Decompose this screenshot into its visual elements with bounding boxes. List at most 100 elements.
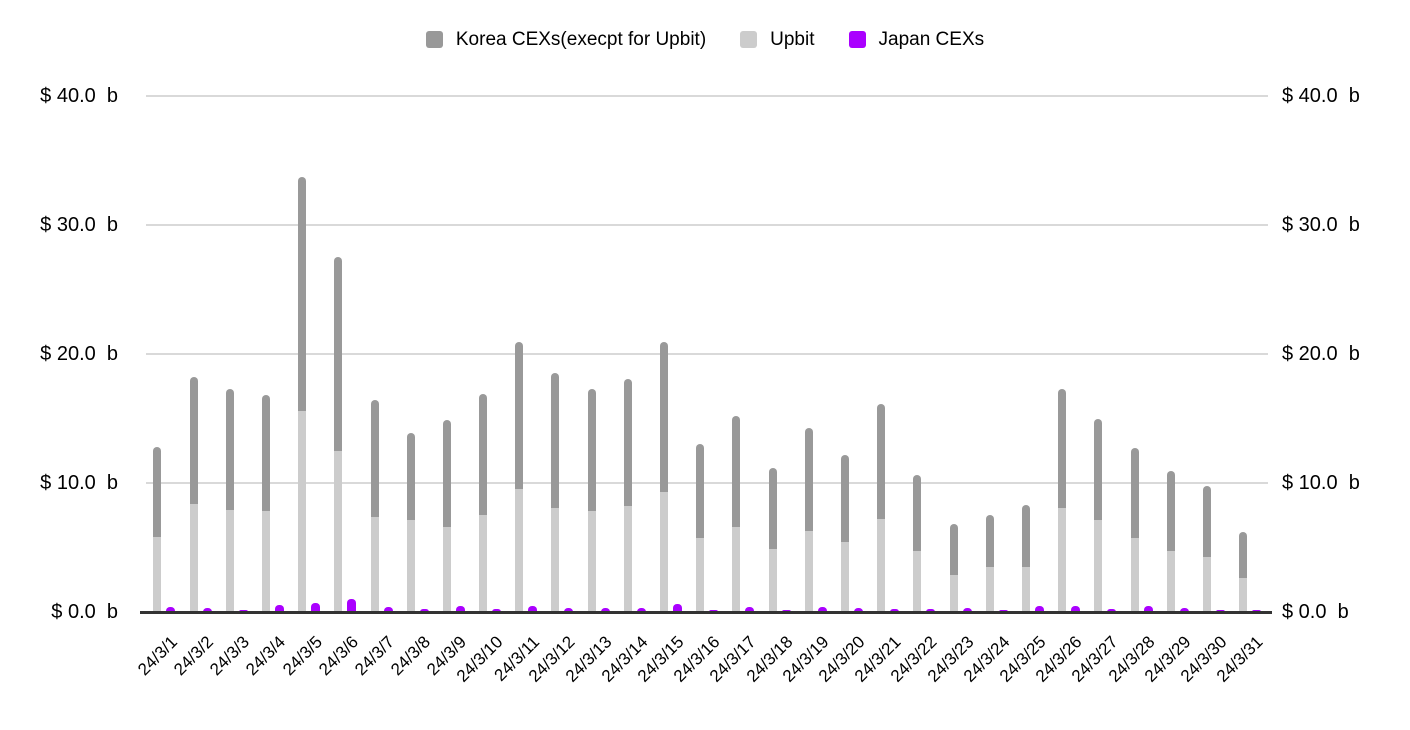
bar-japan-cexs-24/3/28: [1143, 606, 1153, 612]
bar-japan-cexs-24/3/6: [347, 599, 357, 612]
bar-japan-cexs-24/3/22: [926, 608, 936, 612]
bar-japan-cexs-24/3/7: [383, 606, 393, 612]
bar-japan-cexs-24/3/15: [673, 603, 683, 612]
bar-korea-cexs-24/3/19: [804, 427, 813, 531]
bar-korea-cexs-24/3/5: [298, 177, 307, 411]
y-axis-label-left-0: $ 0.0 b: [51, 601, 118, 623]
bar-korea-cexs-24/3/3: [225, 388, 234, 511]
x-axis-label-24/3/5: 24/3/5: [278, 632, 326, 680]
bar-japan-cexs-24/3/4: [274, 604, 284, 612]
bar-korea-cexs-24/3/2: [189, 377, 198, 504]
bar-korea-cexs-24/3/16: [696, 444, 705, 539]
bar-upbit-24/3/20: [841, 542, 850, 612]
legend-swatch-upbit-icon: [740, 31, 758, 48]
bar-upbit-24/3/7: [370, 516, 379, 612]
gridline-10: [146, 482, 1268, 484]
bar-japan-cexs-24/3/25: [1034, 606, 1044, 612]
bar-upbit-24/3/28: [1130, 538, 1139, 612]
bar-korea-cexs-24/3/28: [1130, 448, 1139, 539]
bar-korea-cexs-24/3/13: [587, 388, 596, 512]
bar-upbit-24/3/1: [153, 537, 162, 612]
bar-korea-cexs-24/3/26: [1058, 388, 1067, 508]
bar-upbit-24/3/17: [732, 526, 741, 612]
y-axis-label-right-10: $ 10.0 b: [1282, 472, 1360, 494]
bar-japan-cexs-24/3/23: [962, 608, 972, 612]
bar-upbit-24/3/4: [261, 511, 270, 612]
bar-korea-cexs-24/3/22: [913, 475, 922, 552]
bar-japan-cexs-24/3/29: [1179, 608, 1189, 612]
bar-korea-cexs-24/3/20: [841, 454, 850, 543]
bar-japan-cexs-24/3/13: [600, 608, 610, 612]
bar-japan-cexs-24/3/21: [890, 608, 900, 612]
bar-upbit-24/3/24: [985, 566, 994, 612]
legend-swatch-japan-icon: [848, 31, 866, 48]
bar-japan-cexs-24/3/12: [564, 608, 574, 612]
bar-japan-cexs-24/3/5: [311, 602, 321, 612]
x-axis-baseline: [140, 611, 1272, 614]
bar-korea-cexs-24/3/18: [768, 467, 777, 549]
gridline-20: [146, 353, 1268, 355]
bar-japan-cexs-24/3/10: [492, 608, 502, 612]
bar-upbit-24/3/9: [442, 526, 451, 612]
bar-japan-cexs-24/3/19: [817, 606, 827, 612]
bar-korea-cexs-24/3/6: [334, 257, 343, 451]
y-axis-label-right-30: $ 30.0 b: [1282, 214, 1360, 236]
bar-upbit-24/3/6: [334, 450, 343, 612]
bar-korea-cexs-24/3/4: [261, 395, 270, 512]
x-axis-label-24/3/7: 24/3/7: [351, 632, 398, 680]
bar-upbit-24/3/15: [660, 492, 669, 612]
x-axis-label-24/3/3: 24/3/3: [206, 632, 254, 680]
legend-swatch-korea-icon: [425, 31, 443, 48]
legend-label-upbit: Upbit: [770, 29, 815, 50]
x-axis-label-24/3/1: 24/3/1: [133, 632, 181, 680]
bar-korea-cexs-24/3/1: [153, 446, 162, 538]
x-axis-label-24/3/6: 24/3/6: [314, 632, 362, 680]
bar-japan-cexs-24/3/26: [1071, 606, 1081, 612]
bar-korea-cexs-24/3/29: [1166, 471, 1175, 552]
x-axis-label-24/3/2: 24/3/2: [170, 632, 218, 680]
bar-upbit-24/3/19: [804, 530, 813, 612]
bar-upbit-24/3/31: [1239, 578, 1248, 612]
gridline-30: [146, 224, 1268, 226]
y-axis-label-left-40: $ 40.0 b: [40, 85, 118, 107]
bar-japan-cexs-24/3/1: [166, 606, 176, 612]
legend-item-korea-cexs: Korea CEXs(execpt for Upbit): [425, 30, 706, 49]
bar-upbit-24/3/26: [1058, 507, 1067, 612]
bar-japan-cexs-24/3/11: [528, 606, 538, 612]
bar-korea-cexs-24/3/7: [370, 400, 379, 517]
bar-upbit-24/3/3: [225, 510, 234, 612]
y-axis-label-left-30: $ 30.0 b: [40, 214, 118, 236]
bar-korea-cexs-24/3/15: [660, 342, 669, 492]
chart-legend: Korea CEXs(execpt for Upbit) Upbit Japan…: [0, 30, 1410, 49]
bar-korea-cexs-24/3/9: [442, 419, 451, 527]
bar-korea-cexs-24/3/10: [479, 393, 488, 516]
bar-upbit-24/3/10: [479, 515, 488, 612]
bar-upbit-24/3/13: [587, 511, 596, 612]
bar-upbit-24/3/30: [1202, 556, 1211, 612]
bar-korea-cexs-24/3/12: [551, 373, 560, 508]
bar-korea-cexs-24/3/8: [406, 432, 415, 521]
bar-korea-cexs-24/3/14: [623, 378, 632, 507]
bar-korea-cexs-24/3/27: [1094, 418, 1103, 521]
bar-japan-cexs-24/3/14: [636, 608, 646, 612]
bar-upbit-24/3/27: [1094, 520, 1103, 612]
bar-korea-cexs-24/3/17: [732, 415, 741, 527]
bar-korea-cexs-24/3/24: [985, 515, 994, 567]
bar-japan-cexs-24/3/8: [419, 608, 429, 612]
bar-japan-cexs-24/3/27: [1107, 608, 1117, 612]
legend-label-japan-cexs: Japan CEXs: [878, 29, 985, 50]
bar-korea-cexs-24/3/30: [1202, 485, 1211, 557]
bar-upbit-24/3/8: [406, 520, 415, 612]
y-axis-label-right-40: $ 40.0 b: [1282, 85, 1360, 107]
bar-upbit-24/3/25: [1021, 566, 1030, 612]
bar-upbit-24/3/5: [298, 410, 307, 612]
bar-korea-cexs-24/3/25: [1021, 504, 1030, 567]
bar-korea-cexs-24/3/23: [949, 524, 958, 575]
x-axis-label-24/3/4: 24/3/4: [242, 632, 290, 680]
bar-upbit-24/3/11: [515, 489, 524, 612]
bar-japan-cexs-24/3/20: [854, 608, 864, 612]
y-axis-label-left-10: $ 10.0 b: [40, 472, 118, 494]
bar-upbit-24/3/22: [913, 551, 922, 612]
bar-upbit-24/3/29: [1166, 551, 1175, 612]
